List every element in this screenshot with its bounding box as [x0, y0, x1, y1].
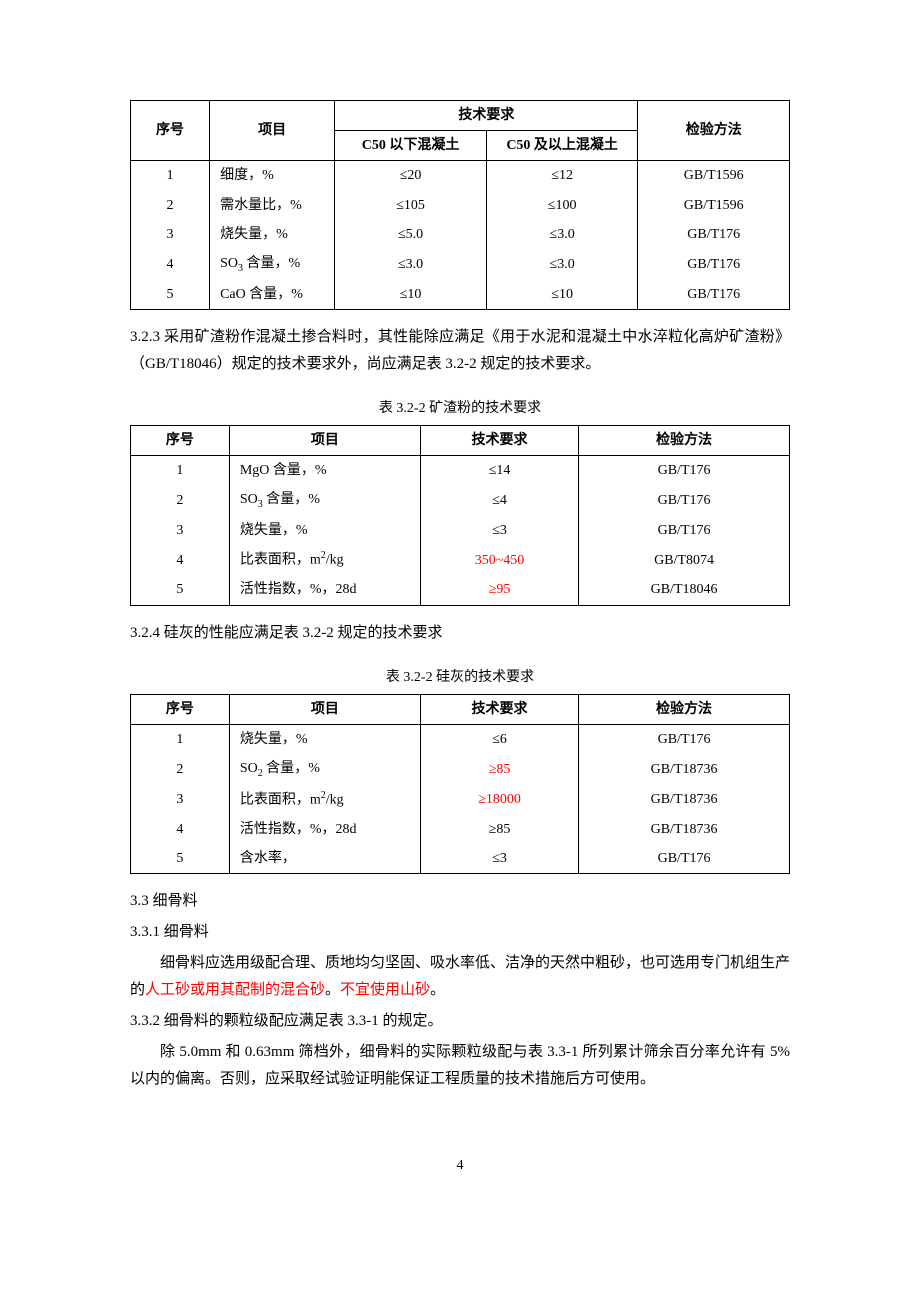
table2-cell-seq: 4	[131, 545, 230, 575]
table1-cell-seq: 2	[131, 191, 210, 220]
section-332-title: 3.3.2 细骨料的颗粒级配应满足表 3.3-1 的规定。	[130, 1008, 790, 1035]
table2-cell-method: GB/T176	[579, 456, 790, 486]
table2-cell-method: GB/T176	[579, 516, 790, 545]
table3-cell-item: 活性指数，%，28d	[229, 815, 420, 844]
table1-cell-seq: 1	[131, 161, 210, 191]
table3-cell-req: ≥85	[420, 754, 578, 785]
table1-header-tech-req: 技术要求	[335, 101, 638, 131]
table2-header-method: 检验方法	[579, 426, 790, 456]
table1-cell-item: 烧失量，%	[210, 220, 335, 249]
table1-cell-item: 需水量比，%	[210, 191, 335, 220]
table2-cell-req: ≥95	[420, 575, 578, 605]
table3-cell-seq: 5	[131, 844, 230, 874]
table3-cell-req: ≥85	[420, 815, 578, 844]
table3-cell-item: 烧失量，%	[229, 724, 420, 754]
table1-cell-v1: ≤20	[335, 161, 487, 191]
table1-header-item: 项目	[210, 101, 335, 161]
table3-cell-method: GB/T18736	[579, 754, 790, 785]
table1-cell-v2: ≤12	[486, 161, 638, 191]
table-3-silica-fume-requirements: 序号 项目 技术要求 检验方法 1烧失量，%≤6GB/T1762SO2 含量，%…	[130, 694, 790, 874]
table3-cell-req: ≤3	[420, 844, 578, 874]
table2-cell-item: MgO 含量，%	[229, 456, 420, 486]
text-331-red1: 人工砂或用其配制的混合砂	[145, 982, 325, 998]
table2-header-seq: 序号	[131, 426, 230, 456]
table1-cell-v1: ≤10	[335, 280, 487, 310]
table3-cell-method: GB/T18736	[579, 815, 790, 844]
table1-header-method: 检验方法	[638, 101, 790, 161]
table2-cell-method: GB/T176	[579, 485, 790, 516]
table3-cell-method: GB/T176	[579, 724, 790, 754]
table1-subheader-c50above: C50 及以上混凝土	[486, 131, 638, 161]
table1-cell-method: GB/T176	[638, 220, 790, 249]
table3-caption: 表 3.2-2 硅灰的技术要求	[130, 665, 790, 690]
table2-cell-seq: 5	[131, 575, 230, 605]
page-number: 4	[130, 1153, 790, 1178]
table3-header-item: 项目	[229, 694, 420, 724]
text-331-end: 。	[430, 982, 445, 998]
table1-subheader-c50below: C50 以下混凝土	[335, 131, 487, 161]
table2-cell-item: 烧失量，%	[229, 516, 420, 545]
section-331-title: 3.3.1 细骨料	[130, 919, 790, 946]
table3-cell-item: 比表面积，m2/kg	[229, 785, 420, 815]
table2-cell-method: GB/T18046	[579, 575, 790, 605]
table3-cell-seq: 1	[131, 724, 230, 754]
table3-cell-method: GB/T176	[579, 844, 790, 874]
table2-cell-item: 活性指数，%，28d	[229, 575, 420, 605]
table3-cell-req: ≥18000	[420, 785, 578, 815]
table1-cell-item: 细度，%	[210, 161, 335, 191]
table2-cell-seq: 2	[131, 485, 230, 516]
table3-cell-req: ≤6	[420, 724, 578, 754]
table2-cell-seq: 3	[131, 516, 230, 545]
table1-cell-item: CaO 含量，%	[210, 280, 335, 310]
table3-header-req: 技术要求	[420, 694, 578, 724]
table1-cell-seq: 4	[131, 249, 210, 280]
table2-header-item: 项目	[229, 426, 420, 456]
table3-cell-seq: 2	[131, 754, 230, 785]
table1-cell-v1: ≤3.0	[335, 249, 487, 280]
table2-cell-req: 350~450	[420, 545, 578, 575]
table1-cell-v1: ≤5.0	[335, 220, 487, 249]
table1-cell-v2: ≤3.0	[486, 249, 638, 280]
table1-cell-v2: ≤10	[486, 280, 638, 310]
table3-cell-item: 含水率，	[229, 844, 420, 874]
table2-header-req: 技术要求	[420, 426, 578, 456]
table2-cell-method: GB/T8074	[579, 545, 790, 575]
text-331-mid: 。	[325, 982, 340, 998]
paragraph-323: 3.2.3 采用矿渣粉作混凝土掺合料时，其性能除应满足《用于水泥和混凝土中水淬粒…	[130, 324, 790, 378]
table2-cell-req: ≤3	[420, 516, 578, 545]
table2-cell-req: ≤14	[420, 456, 578, 486]
table3-header-method: 检验方法	[579, 694, 790, 724]
table1-cell-v1: ≤105	[335, 191, 487, 220]
table1-cell-v2: ≤100	[486, 191, 638, 220]
section-33-title: 3.3 细骨料	[130, 888, 790, 915]
table1-header-seq: 序号	[131, 101, 210, 161]
table1-cell-seq: 5	[131, 280, 210, 310]
table1-cell-item: SO3 含量，%	[210, 249, 335, 280]
table2-cell-item: 比表面积，m2/kg	[229, 545, 420, 575]
table2-cell-item: SO3 含量，%	[229, 485, 420, 516]
table3-cell-item: SO2 含量，%	[229, 754, 420, 785]
paragraph-324: 3.2.4 硅灰的性能应满足表 3.2-2 规定的技术要求	[130, 620, 790, 647]
table2-cell-req: ≤4	[420, 485, 578, 516]
table-2-slag-requirements: 序号 项目 技术要求 检验方法 1MgO 含量，%≤14GB/T1762SO3 …	[130, 425, 790, 605]
text-331-red2: 不宜使用山砂	[340, 982, 430, 998]
table3-cell-seq: 3	[131, 785, 230, 815]
table1-cell-method: GB/T176	[638, 249, 790, 280]
table1-cell-method: GB/T1596	[638, 161, 790, 191]
table2-cell-seq: 1	[131, 456, 230, 486]
document-page: 序号 项目 技术要求 检验方法 C50 以下混凝土 C50 及以上混凝土 1细度…	[130, 100, 790, 1178]
table1-cell-seq: 3	[131, 220, 210, 249]
table3-cell-seq: 4	[131, 815, 230, 844]
table-1-flyash-requirements: 序号 项目 技术要求 检验方法 C50 以下混凝土 C50 及以上混凝土 1细度…	[130, 100, 790, 310]
table1-cell-v2: ≤3.0	[486, 220, 638, 249]
section-332-body: 除 5.0mm 和 0.63mm 筛档外，细骨料的实际颗粒级配与表 3.3-1 …	[130, 1039, 790, 1093]
table3-cell-method: GB/T18736	[579, 785, 790, 815]
table1-cell-method: GB/T1596	[638, 191, 790, 220]
table3-header-seq: 序号	[131, 694, 230, 724]
table1-cell-method: GB/T176	[638, 280, 790, 310]
section-331-body: 细骨料应选用级配合理、质地均匀坚固、吸水率低、洁净的天然中粗砂，也可选用专门机组…	[130, 950, 790, 1004]
table2-caption: 表 3.2-2 矿渣粉的技术要求	[130, 396, 790, 421]
